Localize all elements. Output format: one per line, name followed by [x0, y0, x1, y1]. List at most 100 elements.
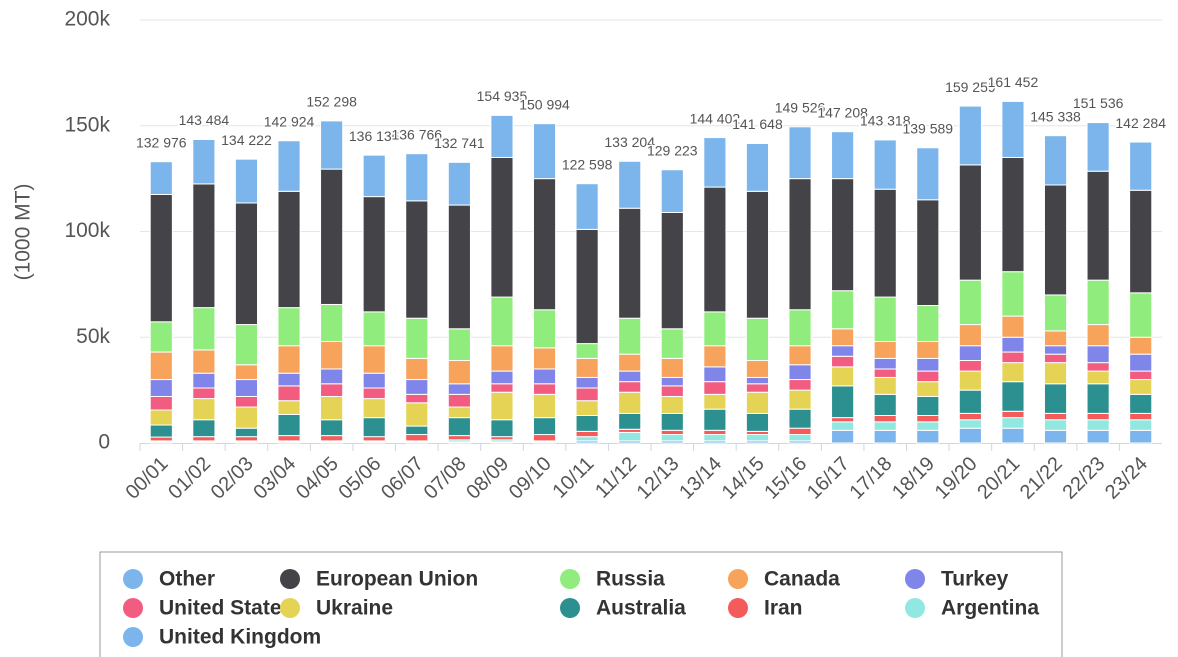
legend-marker: [560, 598, 580, 618]
bar-segment: [447, 406, 471, 419]
bar-segment: [192, 436, 216, 442]
bar-segment: [831, 328, 855, 347]
bar-segment: [1001, 336, 1025, 353]
total-label: 145 338: [1030, 108, 1081, 124]
bar-segment: [788, 309, 812, 347]
bar-segment: [490, 156, 514, 298]
bar-segment: [831, 131, 855, 180]
bar-segment: [745, 143, 770, 192]
x-tick-label: 17/18: [846, 453, 897, 504]
legend-marker: [728, 598, 748, 618]
bar-segment: [405, 317, 429, 359]
bar-segment: [916, 421, 940, 431]
bar-segment: [831, 366, 855, 387]
bar-segment: [703, 408, 727, 431]
bar-segment: [1129, 379, 1153, 395]
bar-segment: [1129, 370, 1153, 381]
bar-segment: [405, 153, 429, 202]
bar-segment: [192, 372, 216, 389]
bar-segment: [745, 434, 770, 442]
bar-segment: [660, 434, 684, 442]
y-tick-label: 0: [98, 431, 110, 454]
total-label: 132 976: [136, 134, 187, 150]
bar-segment: [660, 395, 684, 414]
bar-segment: [234, 379, 259, 397]
bar-segment: [1001, 100, 1025, 158]
bar-segment: [873, 393, 897, 417]
bar-segment: [1001, 427, 1025, 444]
bar-segment: [405, 393, 429, 404]
legend-marker: [280, 569, 300, 589]
legend-box: [99, 551, 1063, 657]
y-tick-label: 100k: [64, 219, 110, 242]
bar-segment: [149, 193, 173, 323]
bar-segment: [916, 340, 940, 359]
bar-segment: [1043, 184, 1068, 296]
total-label: 136 766: [391, 126, 442, 142]
x-tick-label: 14/15: [718, 453, 769, 504]
bar-segment: [831, 290, 855, 330]
bar-segment: [660, 211, 684, 330]
x-tick-label: 21/22: [1016, 453, 1067, 504]
bar-segment: [958, 279, 982, 326]
x-tick-label: 05/06: [335, 453, 386, 504]
bar-segment: [277, 140, 301, 192]
bar-segment: [320, 120, 344, 170]
x-tick-label: 10/11: [548, 453, 598, 503]
bar-segment: [1129, 141, 1153, 191]
y-tick-label: 150k: [64, 113, 110, 136]
legend-label: European Union: [316, 568, 478, 591]
total-label: 134 222: [221, 132, 272, 148]
legend-label: Ukraine: [316, 597, 393, 620]
bar-segment: [916, 357, 940, 372]
bar-segment: [618, 160, 642, 209]
x-tick-label: 04/05: [292, 453, 343, 504]
x-tick-label: 01/02: [164, 453, 215, 504]
bar-segment: [958, 412, 982, 421]
x-tick-label: 08/09: [462, 453, 513, 504]
bar-segment: [575, 387, 599, 402]
bar-segment: [192, 349, 216, 374]
bar-segment: [362, 398, 386, 419]
legend-label: Argentina: [941, 597, 1039, 620]
bar-segment: [532, 178, 557, 311]
legend-marker: [560, 569, 580, 589]
bar-segment: [490, 114, 514, 158]
bar-segment: [916, 415, 940, 423]
bar-segment: [320, 340, 344, 370]
bar-segment: [362, 196, 386, 313]
bar-segment: [277, 385, 301, 402]
bar-segment: [149, 409, 173, 426]
bar-segment: [916, 147, 940, 201]
bar-segment: [873, 429, 897, 444]
bar-segment: [149, 436, 173, 442]
bar-segment: [532, 347, 557, 370]
x-tick-label: 02/03: [207, 453, 258, 504]
bar-segment: [362, 345, 386, 374]
bar-segment: [1086, 419, 1110, 431]
bar-segment: [234, 202, 259, 326]
bar-segment: [1129, 419, 1153, 431]
bar-segment: [788, 364, 812, 381]
bar-segment: [1086, 383, 1110, 414]
legend-label: Iran: [764, 597, 803, 620]
bar-segment: [234, 436, 259, 442]
bar-segment: [1086, 345, 1110, 364]
bar-segment: [532, 434, 557, 442]
bar-segment: [1129, 393, 1153, 414]
bar-segment: [958, 427, 982, 444]
bar-segment: [873, 421, 897, 431]
bar-segment: [618, 353, 642, 372]
bar-segment: [873, 415, 897, 423]
bar-segment: [660, 412, 684, 431]
bar-segment: [405, 425, 429, 436]
total-label: 159 259: [945, 79, 996, 95]
bar-segment: [1043, 353, 1068, 364]
bar-segment: [1129, 429, 1153, 444]
bar-segment: [532, 123, 557, 180]
bar-segment: [873, 357, 897, 370]
bar-segment: [575, 183, 599, 230]
bar-segment: [277, 435, 301, 442]
bar-segment: [703, 434, 727, 442]
bar-segment: [618, 391, 642, 414]
